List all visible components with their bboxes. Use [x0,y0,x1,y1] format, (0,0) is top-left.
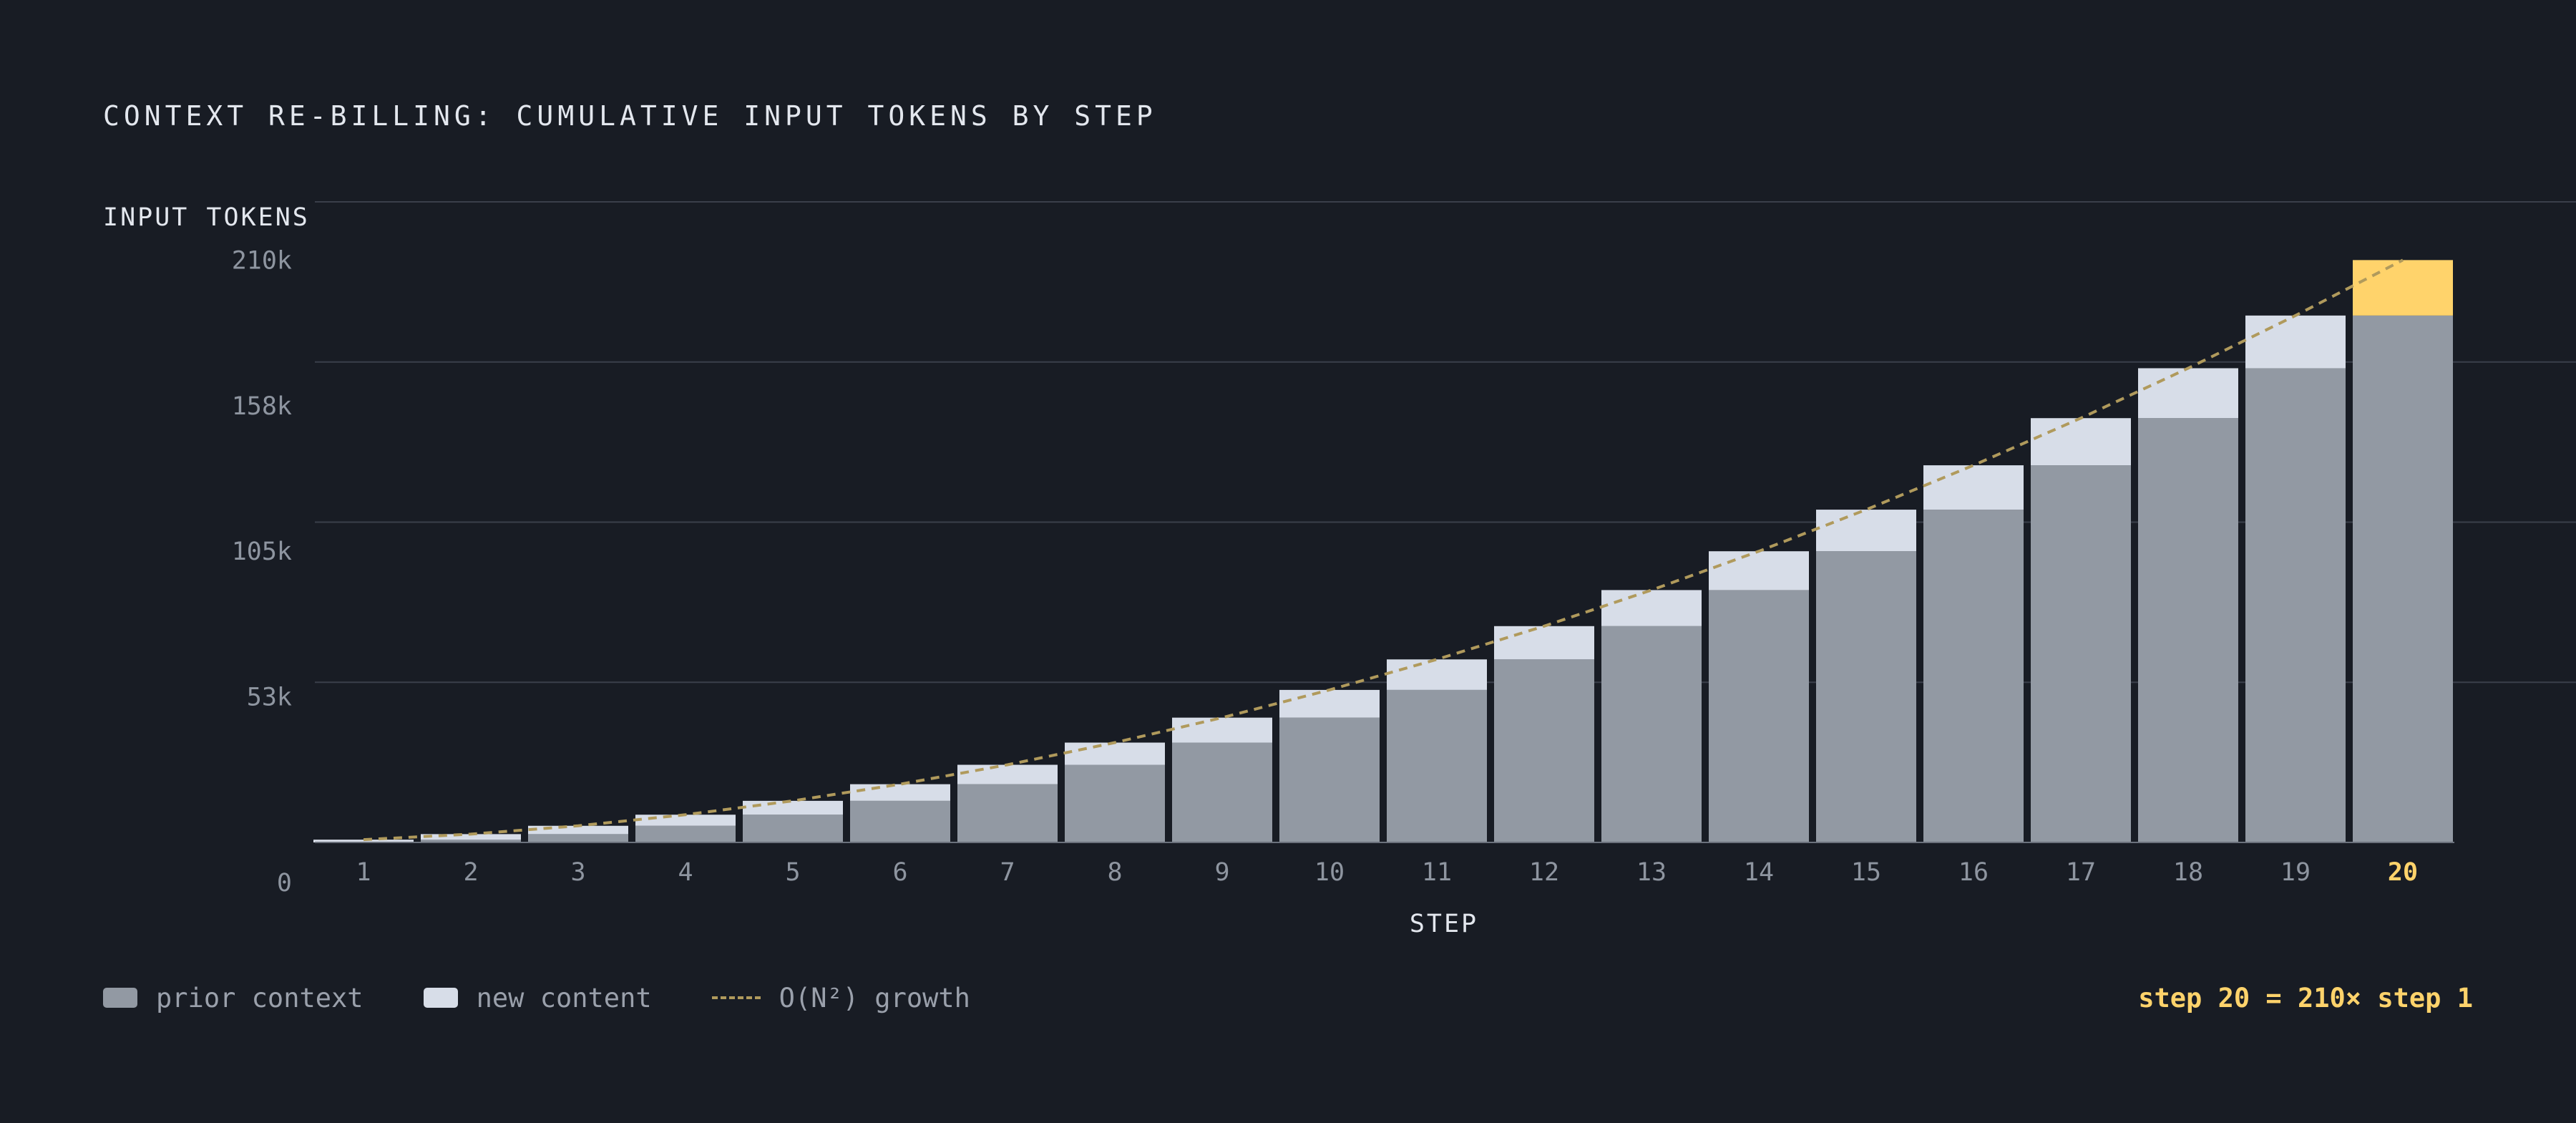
x-tick-label: 10 [1314,858,1345,887]
bar-new-content [1709,551,1809,590]
bar-new-content [1923,465,2024,510]
bar-new-content [635,815,736,826]
x-tick-label: 6 [892,858,907,887]
growth-line [363,258,2404,842]
y-tick-label: 0 [277,869,292,898]
legend: prior context new content O(N²) growth [103,979,1030,1016]
bar-prior-context [1279,717,1380,842]
bar-prior-context [1923,510,2024,842]
y-tick-label: 158k [232,392,292,421]
x-tick-label: 12 [1529,858,1559,887]
bar-new-content [2031,418,2131,466]
legend-item-new: new content [423,982,652,1013]
x-tick-label: 18 [2173,858,2203,887]
bar-new-content [850,784,950,801]
x-tick-label: 1 [356,858,371,887]
bar-prior-context [1709,590,1809,842]
x-tick-label: 4 [678,858,693,887]
bar-new-content [1279,689,1380,718]
y-axis-title: INPUT TOKENS [103,203,310,232]
growth-line-swatch [711,996,761,999]
x-tick-label: 11 [1422,858,1452,887]
bar-prior-context [1816,551,1916,842]
bar-new-content [421,834,521,840]
x-tick-label: 5 [785,858,800,887]
bar-prior-context [1387,689,1487,842]
x-tick-label: 3 [570,858,585,887]
x-tick-label: 15 [1851,858,1881,887]
prior-context-swatch [103,988,137,1008]
bar-prior-context [1494,659,1594,842]
bar-new-content [528,825,628,835]
bar-new-content [743,800,843,815]
bar-prior-context [2031,465,2131,842]
bar-prior-context [635,825,736,842]
legend-label-new: new content [476,982,652,1013]
x-tick-label: 17 [2066,858,2096,887]
x-tick-label: 2 [463,858,478,887]
bar-prior-context [421,840,521,842]
callout-note: step 20 = 210× step 1 [2138,982,2473,1013]
legend-label-growth: O(N²) growth [779,982,970,1013]
bar-prior-context [1065,764,1165,842]
x-tick-label: 13 [1636,858,1667,887]
bar-prior-context [1172,742,1272,842]
bar-prior-context [2138,418,2238,842]
legend-label-prior: prior context [156,982,364,1013]
bar-prior-context [2353,315,2453,843]
x-axis-title: STEP [1410,910,1478,938]
x-tick-label: 14 [1744,858,1774,887]
y-tick-label: 210k [232,246,292,275]
chart-title: CONTEXT RE-BILLING: CUMULATIVE INPUT TOK… [103,100,1157,132]
bar-new-content [1387,659,1487,690]
x-tick-label: 19 [2280,858,2311,887]
bar-prior-context [528,834,628,842]
bar-highlight-new-content [2353,260,2453,316]
x-tick-label-highlight: 20 [2388,858,2418,887]
bar-prior-context [1601,626,1702,842]
bar-new-content [1601,590,1702,626]
bar-new-content [957,764,1058,784]
bar-new-content [1065,742,1165,765]
bar-prior-context [957,784,1058,842]
x-tick-label: 8 [1107,858,1122,887]
legend-item-prior: prior context [103,983,364,1013]
bar-prior-context [2245,368,2346,842]
bar-new-content [313,840,414,842]
bar-new-content [2245,315,2346,369]
bar-new-content [2138,368,2238,419]
y-tick-label: 105k [232,538,292,566]
bar-new-content [1172,717,1272,743]
x-tick-label: 9 [1214,858,1229,887]
bar-prior-context [850,800,950,842]
legend-item-growth: O(N²) growth [711,982,970,1013]
bar-prior-context [743,815,843,842]
bar-new-content [1494,626,1594,660]
new-content-swatch [423,988,458,1008]
x-tick-label: 7 [1000,858,1015,887]
bar-new-content [1816,510,1916,552]
y-tick-label: 53k [247,684,292,712]
x-tick-label: 16 [1958,858,1989,887]
